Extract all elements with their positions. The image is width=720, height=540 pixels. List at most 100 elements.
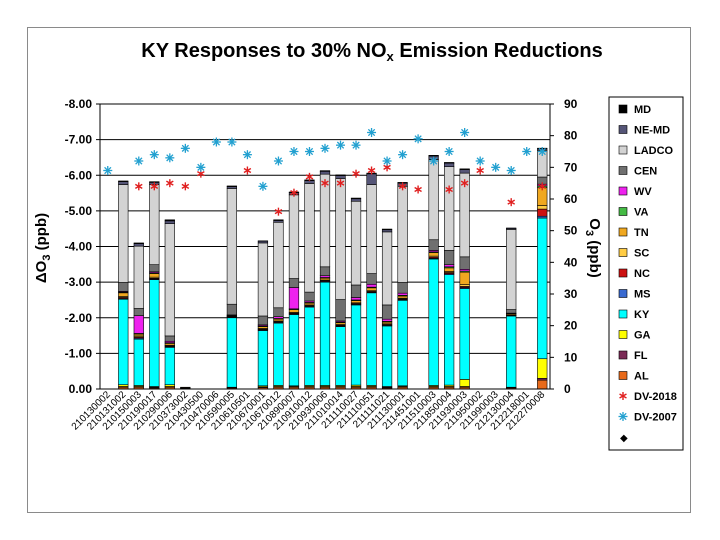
legend-item-wv: WV [618, 186, 652, 198]
bar-segment-ky [366, 292, 377, 386]
legend: MD NE-MD LADCO CEN WV VA TN SC NC MS KY GA FL AL DV-20… [618, 104, 677, 444]
bar-segment-ne-md [366, 173, 377, 185]
bars [118, 147, 548, 390]
y2-axis-label-main: O [586, 218, 603, 230]
y-tick-label: 0.00 [69, 382, 93, 396]
bar-segment-ky [319, 281, 331, 386]
y2-axis-label: O3 (ppb) [583, 218, 603, 277]
bar-segment-ladco [350, 200, 362, 286]
y2-tick-label: 70 [564, 160, 578, 174]
chart-frame: KY Responses to 30% NOx Emission Reducti… [27, 27, 691, 513]
legend-item-sc: SC [618, 248, 649, 260]
y-axis-label-main: O [33, 260, 50, 272]
legend-swatch [618, 186, 628, 196]
bar-segment-md [444, 162, 455, 164]
chart-title-main: KY Responses to 30% NO [141, 40, 386, 62]
bar-segment-tn [428, 252, 439, 257]
bar-segment-ladco [226, 188, 238, 305]
y2-tick-label: 60 [564, 192, 578, 206]
bar-segment-ga [537, 358, 548, 379]
marker-dv-2007 [429, 156, 439, 166]
marker-dv-2007 [196, 162, 206, 172]
bar-segment-ky [257, 330, 269, 387]
bar-segment-ne-md [381, 229, 393, 233]
legend-swatch [618, 350, 628, 360]
bar-segment-ky [335, 326, 346, 386]
marker-dv-2007 [413, 134, 423, 144]
bar-segment-cen [257, 315, 269, 326]
bar-segment-cen [288, 278, 300, 288]
marker-dv-2007 [506, 166, 516, 175]
y-tick-label: -2.00 [65, 311, 93, 325]
y-axis-label: ΔO3 (ppb) [33, 213, 53, 283]
y-tick-label: -8.00 [65, 97, 93, 111]
bar-segment-ladco [288, 194, 300, 279]
bar-segment-nc [537, 208, 548, 217]
y2-tick-label: 10 [564, 350, 578, 364]
bar-segment-ky [273, 322, 284, 386]
y-tick-label: -3.00 [65, 275, 93, 289]
bar-segment-ky [350, 304, 362, 386]
bar-segment-tn [459, 271, 470, 285]
bar-segment-cen [273, 307, 284, 317]
legend-label: AL [634, 371, 649, 383]
bar-segment-ladco [397, 185, 408, 283]
legend-label: DV-2007 [634, 412, 677, 424]
bar-segment-md [149, 181, 160, 183]
bar-segment-cen [366, 273, 377, 285]
bar-segment-md [226, 185, 238, 187]
y-axis-label-delta: Δ [33, 272, 50, 283]
legend-swatch [618, 309, 628, 319]
legend-item-ladco: LADCO [618, 145, 674, 157]
bar-segment-ne-md [304, 180, 315, 184]
bar-segment-ne-md [444, 162, 455, 167]
bar-segment-ladco [133, 245, 144, 309]
bar-segment-tn [149, 273, 160, 278]
legend-label: VA [634, 207, 649, 219]
legend-item-va: VA [618, 207, 649, 219]
marker-dv-2018 [460, 179, 469, 188]
y-axis-right-ticks: 90 80 70 60 50 40 30 20 10 0 [550, 97, 578, 396]
bar-segment-wv [444, 264, 455, 268]
marker-dv-2007 [537, 147, 547, 156]
marker-dv-2018 [166, 179, 174, 188]
bar-segment-tn [537, 187, 548, 206]
marker-dv-2018 [538, 182, 547, 191]
bar-segment-md [381, 228, 393, 231]
bar-segment-ne-md [335, 175, 346, 179]
legend-label: MS [634, 289, 651, 301]
legend-item-fl: FL [618, 350, 648, 362]
legend-swatch [618, 248, 628, 257]
legend-swatch [618, 207, 628, 216]
bar-segment-ky [428, 258, 439, 386]
legend-swatch [618, 125, 628, 134]
bar-segment-cen [149, 264, 160, 273]
chart-svg: KY Responses to 30% NOx Emission Reducti… [33, 40, 684, 451]
bar-segment-tn [397, 295, 408, 299]
marker-dv-2018 [274, 207, 283, 216]
bar-segment-ky [288, 314, 300, 387]
bar-segment-cen [335, 299, 346, 322]
bar-segment-ky [226, 317, 238, 388]
bar-segment-md [428, 155, 439, 157]
marker-dv-2007 [258, 181, 268, 191]
legend-item-md: MD [618, 104, 651, 116]
marker-dv-2007 [149, 150, 159, 160]
bar-segment-ne-md [350, 198, 362, 202]
marker-dv-2018 [305, 172, 314, 181]
bar-segment-ky [164, 347, 175, 386]
legend-item-ky: KY [618, 309, 650, 321]
bar-segment-ladco [335, 178, 346, 300]
bar-segment-ladco [164, 223, 175, 337]
bar-segment-ladco [428, 159, 439, 241]
legend-swatch [618, 289, 628, 298]
bar-segment-wv [350, 297, 362, 301]
marker-dv-2007 [103, 166, 113, 175]
legend-label: NE-MD [634, 125, 670, 137]
legend-label: SC [634, 248, 649, 260]
bar-segment-ladco [444, 166, 455, 251]
bar-segment-md [335, 174, 346, 176]
bar-segment-cen [459, 256, 470, 270]
bar-segment-tn [288, 309, 300, 313]
bar-segment-cen [133, 308, 144, 316]
